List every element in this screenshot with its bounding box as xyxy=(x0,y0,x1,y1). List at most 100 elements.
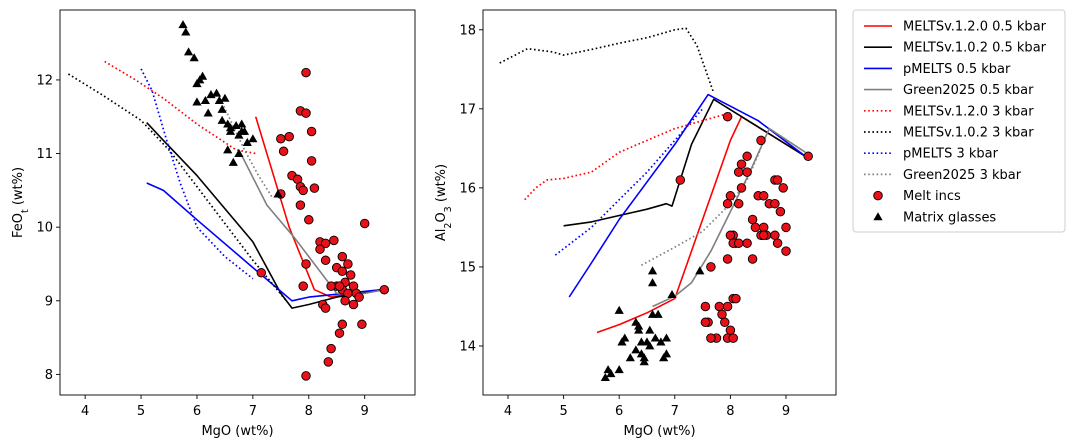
legend-circle-marker xyxy=(873,190,883,201)
legend-item: MELTSv.1.0.2 3 kbar xyxy=(864,126,1034,141)
x-tick-label: 5 xyxy=(559,404,567,419)
matrix-glass-point xyxy=(195,75,205,84)
melt-inclusion-point xyxy=(772,238,783,248)
legend-triangle-marker xyxy=(873,212,883,221)
melt-inclusion-point xyxy=(278,146,289,157)
melt-inclusion-point xyxy=(700,317,711,328)
legend-item: MELTSv.1.0.2 0.5 kbar xyxy=(864,41,1047,56)
al2o3-vs-mgo-panel: 4 5 6 7 8 9 14 15 16 17 18 MgO (wt%) Al2O3 (wt%) xyxy=(434,9,837,439)
series-line-4 xyxy=(104,60,256,155)
melt-inclusion-point xyxy=(750,222,761,233)
melt-inclusion-point xyxy=(733,167,744,177)
melt-inclusion-point xyxy=(717,309,727,320)
melt-inclusion-point xyxy=(725,230,736,241)
matrix-glass-point xyxy=(661,333,672,342)
matrix-glass-point xyxy=(203,108,213,117)
melt-inclusion-point xyxy=(756,135,766,146)
y-axis-label-subscript: 3 xyxy=(443,206,454,212)
melt-inclusion-point xyxy=(320,255,331,266)
melt-inclusion-point xyxy=(301,371,311,381)
matrix-glass-point xyxy=(178,20,188,29)
y-axis-label-part: Al xyxy=(434,229,449,242)
y-axis-label: Al2O3 (wt%) xyxy=(434,164,454,241)
melt-inclusion-point xyxy=(770,198,780,209)
melt-inclusion-point xyxy=(706,262,716,272)
melt-inclusion-point xyxy=(725,191,736,201)
matrix-glass-point xyxy=(645,341,655,350)
legend: MELTSv.1.2.0 0.5 kbar MELTSv.1.0.2 0.5 kb… xyxy=(852,9,1066,233)
legend-label: MELTSv.1.2.0 3 kbar xyxy=(903,104,1034,119)
melt-inclusion-point xyxy=(357,319,367,330)
melt-inclusion-point xyxy=(781,222,791,233)
matrix-glass-point xyxy=(634,325,644,334)
x-tick-label: 9 xyxy=(782,404,790,419)
melt-inclusion-point xyxy=(742,238,752,248)
melt-inclusion-point xyxy=(298,185,308,196)
matrix-glass-point xyxy=(631,345,641,354)
melt-inclusion-point xyxy=(309,183,320,193)
melt-inclusion-point xyxy=(714,301,725,312)
matrix-glass-point xyxy=(661,349,672,358)
legend-label: pMELTS 0.5 kbar xyxy=(903,62,1011,77)
matrix-glass-point xyxy=(639,357,649,366)
x-tick-label: 6 xyxy=(193,404,201,419)
x-tick-label: 7 xyxy=(249,404,257,419)
series-line-6 xyxy=(554,108,704,256)
y-axis-label-part: O xyxy=(434,212,449,222)
melt-inclusion-point xyxy=(315,244,325,254)
matrix-glass-point xyxy=(650,333,660,342)
melt-inclusion-point xyxy=(733,238,744,248)
melt-inclusion-point xyxy=(329,235,339,246)
melt-inclusion-point xyxy=(700,301,711,312)
matrix-glass-point xyxy=(237,119,247,128)
y-axis-label-subscript: 2 xyxy=(443,223,454,229)
matrix-glass-point xyxy=(211,88,222,97)
y-axis-label-part: FeO xyxy=(11,213,26,238)
melt-inclusion-point xyxy=(295,200,306,210)
matrix-glass-point xyxy=(614,365,624,374)
matrix-glass-point xyxy=(606,369,616,378)
x-tick-label: 8 xyxy=(726,404,734,419)
y-axis-label: FeOt (wt%) xyxy=(11,167,31,238)
melt-inclusion-point xyxy=(736,183,747,193)
matrix-glass-point xyxy=(653,309,663,318)
matrix-glass-point xyxy=(647,266,658,275)
matrix-glass-point xyxy=(647,278,658,287)
matrix-glass-point xyxy=(636,337,647,346)
melt-inclusion-point xyxy=(256,268,267,278)
melt-inclusion-point xyxy=(354,292,364,302)
series-line-0 xyxy=(596,115,806,334)
matrix-glass-point xyxy=(217,104,227,113)
y-tick-label: 15 xyxy=(459,260,476,275)
series-line-5 xyxy=(67,73,288,302)
y-axis-label-part: (wt%) xyxy=(11,167,26,209)
melt-inclusion-point xyxy=(379,284,390,295)
melt-inclusion-point xyxy=(306,156,317,166)
x-tick-label: 6 xyxy=(615,404,623,419)
matrix-glass-point xyxy=(242,137,252,146)
melt-inclusion-point xyxy=(722,254,733,264)
y-tick-label: 14 xyxy=(459,339,476,354)
y-axis-label-subscript: t xyxy=(20,209,31,213)
legend-label: Melt incs xyxy=(903,189,961,204)
melt-inclusion-point xyxy=(306,126,317,137)
legend-label: Green2025 0.5 kbar xyxy=(903,83,1034,98)
series-line-4 xyxy=(524,111,731,201)
melt-inclusion-point xyxy=(758,230,769,241)
legend-item: Melt incs xyxy=(873,189,961,204)
x-axis-label: MgO (wt%) xyxy=(201,424,273,439)
melt-inclusion-point xyxy=(320,238,331,249)
y-tick-label: 18 xyxy=(459,23,476,38)
series-line-2 xyxy=(146,182,382,302)
melt-inclusion-point xyxy=(742,167,752,177)
matrix-glass-point xyxy=(228,157,238,166)
melt-inclusion-point xyxy=(334,281,345,291)
x-tick-label: 5 xyxy=(137,404,145,419)
matrix-glass-point xyxy=(695,266,705,275)
matrix-glass-point xyxy=(614,305,624,314)
matrix-glass-point xyxy=(192,97,202,106)
y-tick-label: 17 xyxy=(459,102,476,117)
matrix-glass-point xyxy=(214,95,224,104)
y-tick-label: 16 xyxy=(459,181,476,196)
